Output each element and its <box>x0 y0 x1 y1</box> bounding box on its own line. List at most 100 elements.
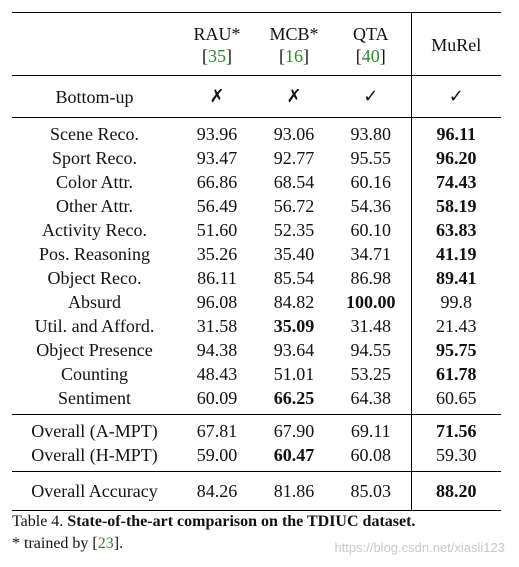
value-cell: 93.47 <box>196 148 238 168</box>
task-row: Absurd 96.08 84.82 100.00 99.8 <box>12 290 501 314</box>
value-cell: 31.58 <box>196 316 238 336</box>
value-cell-best: 71.56 <box>410 414 501 443</box>
watermark: https://blog.csdn.net/xiasli123 <box>334 540 505 555</box>
value-cell: 84.82 <box>273 292 315 312</box>
value-cell: 51.60 <box>196 220 238 240</box>
row-label: Scene Reco. <box>50 124 139 144</box>
overall-row: Overall (A-MPT) 67.81 67.90 69.11 71.56 <box>12 414 501 443</box>
value-cell: 93.80 <box>350 124 392 144</box>
overall-rows: Overall (A-MPT) 67.81 67.90 69.11 71.56 Overa… <box>12 414 501 472</box>
value-cell: 93.06 <box>273 124 315 144</box>
task-rows: Scene Reco. 93.96 93.06 93.80 96.11 Sport Rec… <box>12 117 501 415</box>
value-cell: 54.36 <box>350 196 392 216</box>
row-label: Sport Reco. <box>52 148 137 168</box>
value-cell: 86.11 <box>197 268 237 288</box>
value-cell: 86.98 <box>350 268 392 288</box>
value-cell: 67.81 <box>196 421 238 441</box>
value-cell-best: 35.09 <box>273 316 315 336</box>
row-label: Sentiment <box>58 388 131 408</box>
header-citation: [16] <box>279 46 309 66</box>
value-cell: 85.54 <box>273 268 315 288</box>
value-cell: 66.86 <box>196 172 238 192</box>
value-cell: 48.43 <box>196 364 238 384</box>
citation-number[interactable]: 35 <box>208 46 226 66</box>
value-cell: 99.8 <box>410 290 501 314</box>
row-label: Overall (A-MPT) <box>31 421 158 441</box>
value-cell: 60.10 <box>350 220 392 240</box>
header-name: QTA <box>352 24 389 44</box>
value-cell: 35.40 <box>273 244 315 264</box>
value-cell-best: 89.41 <box>410 266 501 290</box>
cross-mark-icon: ✗ <box>209 85 225 107</box>
header-cell-empty <box>12 13 177 76</box>
header-cell-mcb: MCB* [16] <box>257 13 331 76</box>
value-cell-best: 88.20 <box>410 471 501 511</box>
value-cell-best: 100.00 <box>346 292 396 312</box>
cross-mark-icon: ✗ <box>286 85 302 107</box>
row-label: Object Reco. <box>47 268 142 288</box>
table-caption: Table 4. State-of-the-art comparison on … <box>12 511 501 555</box>
value-cell-best: 61.78 <box>410 362 501 386</box>
citation-number[interactable]: 40 <box>361 46 380 66</box>
header-name: RAU* <box>193 24 241 44</box>
header-cell-qta: QTA [40] <box>331 13 411 76</box>
task-row: Other Attr. 56.49 56.72 54.36 58.19 <box>12 194 501 218</box>
caption-citation[interactable]: 23 <box>97 535 114 552</box>
task-row: Sport Reco. 93.47 92.77 95.55 96.20 <box>12 146 501 170</box>
task-row: Pos. Reasoning 35.26 35.40 34.71 41.19 <box>12 242 501 266</box>
value-cell: 21.43 <box>410 314 501 338</box>
value-cell: 68.54 <box>273 172 315 192</box>
row-label: Overall (H-MPT) <box>31 445 158 465</box>
citation-number[interactable]: 16 <box>285 46 303 66</box>
value-cell: 85.03 <box>350 481 392 501</box>
accuracy-row: Overall Accuracy 84.26 81.86 85.03 88.20 <box>12 471 501 511</box>
row-label: Other Attr. <box>56 196 133 216</box>
row-label: Counting <box>60 364 128 384</box>
value-cell: 51.01 <box>273 364 315 384</box>
task-row: Activity Reco. 51.60 52.35 60.10 63.83 <box>12 218 501 242</box>
caption-note-suffix: ]. <box>113 535 124 552</box>
task-row: Util. and Afford. 31.58 35.09 31.48 21.43 <box>12 314 501 338</box>
value-cell: 81.86 <box>273 481 315 501</box>
header-cell-rau: RAU* [35] <box>177 13 257 76</box>
value-cell-best: 96.11 <box>410 117 501 146</box>
row-label: Overall Accuracy <box>31 481 158 501</box>
value-cell: 59.30 <box>410 443 501 472</box>
value-cell: 35.26 <box>196 244 238 264</box>
value-cell: 60.09 <box>196 388 238 408</box>
header-name: MuRel <box>431 35 482 55</box>
value-cell: 93.64 <box>273 340 315 360</box>
value-cell: 31.48 <box>350 316 392 336</box>
row-label: Bottom-up <box>55 86 134 107</box>
row-label: Activity Reco. <box>42 220 147 240</box>
header-citation: [35] <box>202 46 232 66</box>
caption-title: State-of-the-art comparison on the TDIUC… <box>67 513 416 530</box>
header-citation: [40] <box>355 46 386 66</box>
value-cell: 34.71 <box>350 244 392 264</box>
value-cell-best: 63.83 <box>410 218 501 242</box>
bottom-up-row: Bottom-up ✗ ✗ ✓ ✓ <box>12 75 501 118</box>
value-cell-best: 96.20 <box>410 146 501 170</box>
task-row: Object Reco. 86.11 85.54 86.98 89.41 <box>12 266 501 290</box>
results-table-container: RAU* [35] MCB* [16] QTA [40] MuRel Botto… <box>12 12 501 511</box>
header-name: MCB* <box>269 24 319 44</box>
value-cell-best: 95.75 <box>410 338 501 362</box>
value-cell: 52.35 <box>273 220 315 240</box>
value-cell: 64.38 <box>350 388 392 408</box>
row-label: Color Attr. <box>55 172 133 192</box>
header-row: RAU* [35] MCB* [16] QTA [40] MuRel <box>12 12 501 76</box>
task-row: Color Attr. 66.86 68.54 60.16 74.43 <box>12 170 501 194</box>
value-cell: 95.55 <box>350 148 392 168</box>
value-cell: 92.77 <box>273 148 315 168</box>
row-label: Object Presence <box>36 340 153 360</box>
caption-note-prefix: * trained by [ <box>12 535 98 552</box>
value-cell-best: 66.25 <box>273 388 315 408</box>
results-table: RAU* [35] MCB* [16] QTA [40] MuRel Botto… <box>12 12 501 511</box>
value-cell: 60.65 <box>410 386 501 415</box>
check-mark-icon: ✓ <box>363 85 379 107</box>
task-row: Object Presence 94.38 93.64 94.55 95.75 <box>12 338 501 362</box>
row-label: Absurd <box>68 292 121 312</box>
value-cell-best: 60.47 <box>273 445 315 465</box>
check-mark-icon: ✓ <box>410 75 501 118</box>
task-row: Counting 48.43 51.01 53.25 61.78 <box>12 362 501 386</box>
